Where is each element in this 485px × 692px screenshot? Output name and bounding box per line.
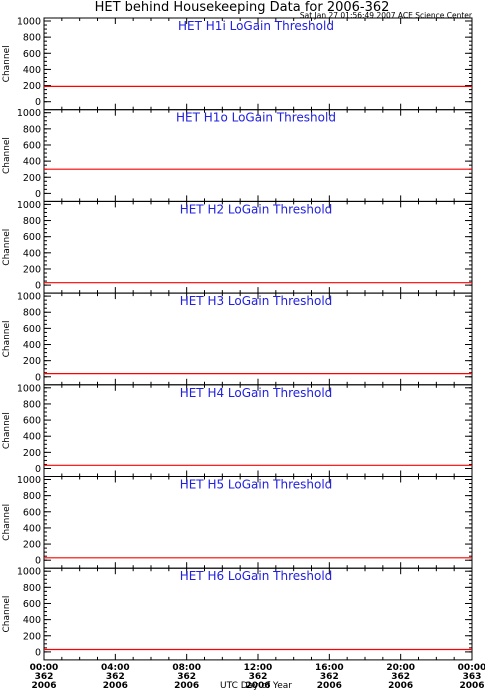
y-tick-label: 400 bbox=[23, 157, 41, 168]
chart-main-title: HET behind Housekeeping Data for 2006-36… bbox=[95, 0, 390, 15]
y-tick-label: 200 bbox=[23, 631, 41, 642]
y-axis-label: Channel bbox=[2, 412, 12, 449]
y-tick-label: 1000 bbox=[17, 383, 41, 394]
y-axis-label: Channel bbox=[2, 137, 12, 174]
x-tick-label: 362 bbox=[320, 672, 339, 682]
y-tick-label: 200 bbox=[23, 173, 41, 184]
y-tick-label: 1000 bbox=[17, 567, 41, 578]
x-tick-label: 362 bbox=[249, 672, 268, 682]
y-tick-label: 800 bbox=[23, 124, 41, 135]
x-tick-label: 2006 bbox=[31, 681, 56, 691]
y-tick-label: 0 bbox=[35, 97, 41, 108]
y-tick-label: 1000 bbox=[17, 17, 41, 28]
y-tick-label: 600 bbox=[23, 140, 41, 151]
y-tick-label: 400 bbox=[23, 615, 41, 626]
y-tick-label: 400 bbox=[23, 523, 41, 534]
panel-4: 0 200 400 600 800 1000 Channel HET H3 LoGain Th… bbox=[2, 292, 473, 386]
panel-title: HET H3 LoGain Threshold bbox=[180, 294, 333, 308]
y-tick-label: 0 bbox=[35, 372, 41, 383]
y-tick-label: 600 bbox=[23, 416, 41, 427]
y-tick-label: 600 bbox=[23, 324, 41, 335]
x-axis-title: UTC Day of Year bbox=[220, 681, 292, 691]
x-tick-label: 2006 bbox=[388, 681, 413, 691]
panel-title: HET H1o LoGain Threshold bbox=[176, 111, 336, 125]
panels-group: 0 200 400 600 800 1000 Channel HET H1i LoGain T… bbox=[2, 17, 473, 661]
panel-5: 0 200 400 600 800 1000 Channel HET H4 LoGain Th… bbox=[2, 383, 473, 477]
y-tick-label: 600 bbox=[23, 232, 41, 243]
y-tick-label: 400 bbox=[23, 248, 41, 259]
y-tick-label: 800 bbox=[23, 399, 41, 410]
x-tick-label: 362 bbox=[35, 672, 54, 682]
x-tick-label: 00:00 bbox=[30, 663, 59, 673]
y-tick-label: 0 bbox=[35, 556, 41, 567]
x-tick-label: 04:00 bbox=[101, 663, 130, 673]
x-tick-label: 08:00 bbox=[172, 663, 201, 673]
x-tick-label: 20:00 bbox=[386, 663, 415, 673]
y-tick-label: 400 bbox=[23, 432, 41, 443]
y-tick-label: 400 bbox=[23, 340, 41, 351]
panel-title: HET H4 LoGain Threshold bbox=[180, 386, 333, 400]
y-tick-label: 200 bbox=[23, 540, 41, 551]
y-tick-label: 0 bbox=[35, 189, 41, 200]
panel-title: HET H2 LoGain Threshold bbox=[180, 202, 333, 216]
y-tick-label: 800 bbox=[23, 33, 41, 44]
y-tick-label: 400 bbox=[23, 65, 41, 76]
y-tick-label: 200 bbox=[23, 81, 41, 92]
y-tick-label: 200 bbox=[23, 356, 41, 367]
x-tick-label: 363 bbox=[463, 672, 482, 682]
y-tick-label: 800 bbox=[23, 308, 41, 319]
x-tick-label: 00:00 bbox=[458, 663, 485, 673]
panel-3: 0 200 400 600 800 1000 Channel HET H2 LoGain Th… bbox=[2, 200, 473, 294]
y-axis-label: Channel bbox=[2, 504, 12, 541]
generation-timestamp: Sat Jan 27 01:56:49 2007 ACE Science Cen… bbox=[300, 11, 473, 20]
x-tick-label: 2006 bbox=[103, 681, 128, 691]
y-tick-label: 600 bbox=[23, 49, 41, 60]
y-tick-label: 800 bbox=[23, 583, 41, 594]
y-tick-label: 0 bbox=[35, 464, 41, 475]
y-tick-label: 800 bbox=[23, 491, 41, 502]
y-axis-label: Channel bbox=[2, 320, 12, 357]
panel-6: 0 200 400 600 800 1000 Channel HET H5 LoGain Th… bbox=[2, 475, 473, 569]
y-tick-label: 1000 bbox=[17, 200, 41, 211]
x-tick-label: 362 bbox=[106, 672, 125, 682]
x-tick-label: 362 bbox=[177, 672, 196, 682]
x-tick-label: 16:00 bbox=[315, 663, 344, 673]
y-axis-label: Channel bbox=[2, 596, 12, 633]
y-axis-label: Channel bbox=[2, 229, 12, 266]
x-tick-label: 362 bbox=[391, 672, 410, 682]
x-tick-label: 2006 bbox=[245, 681, 270, 691]
y-tick-label: 0 bbox=[35, 281, 41, 292]
x-tick-label: 12:00 bbox=[244, 663, 273, 673]
panel-title: HET H1i LoGain Threshold bbox=[178, 19, 334, 33]
y-tick-label: 200 bbox=[23, 448, 41, 459]
y-tick-label: 800 bbox=[23, 216, 41, 227]
y-tick-label: 600 bbox=[23, 507, 41, 518]
y-tick-label: 1000 bbox=[17, 292, 41, 303]
x-tick-label: 2006 bbox=[459, 681, 484, 691]
y-tick-label: 1000 bbox=[17, 475, 41, 486]
panel-2: 0 200 400 600 800 1000 Channel HET H1o LoGain T… bbox=[2, 108, 473, 202]
y-axis-label: Channel bbox=[2, 45, 12, 82]
panel-1: 0 200 400 600 800 1000 Channel HET H1i LoGain T… bbox=[2, 17, 473, 111]
x-axis-labels: 00:00362200604:00362200608:00362200612:0… bbox=[30, 663, 485, 691]
x-tick-label: 2006 bbox=[317, 681, 342, 691]
y-tick-label: 1000 bbox=[17, 108, 41, 119]
y-tick-label: 0 bbox=[35, 647, 41, 658]
panel-title: HET H5 LoGain Threshold bbox=[180, 478, 333, 492]
panel-title: HET H6 LoGain Threshold bbox=[180, 569, 333, 583]
y-tick-label: 600 bbox=[23, 599, 41, 610]
panel-7: 0 200 400 600 800 1000 Channel HET H6 LoGain Th… bbox=[2, 567, 473, 661]
y-tick-label: 200 bbox=[23, 264, 41, 275]
x-tick-label: 2006 bbox=[174, 681, 199, 691]
